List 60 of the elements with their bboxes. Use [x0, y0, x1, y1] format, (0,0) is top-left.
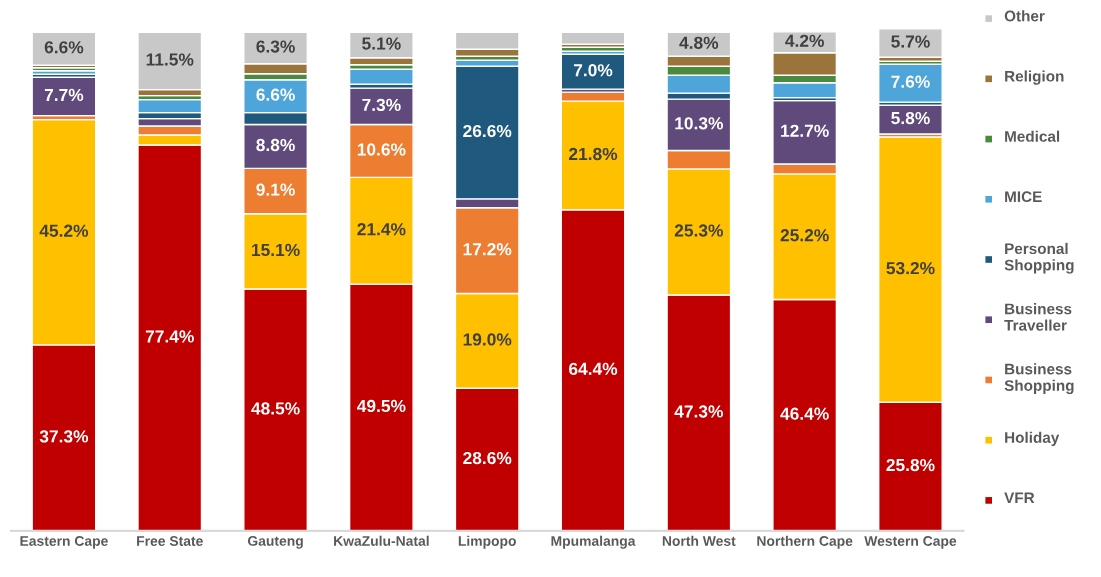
data-label: 53.2% [886, 261, 935, 275]
data-label: 6.3% [256, 40, 295, 53]
x-tick-label: Northern Cape [757, 535, 853, 549]
data-label: 4.2% [785, 34, 824, 47]
data-label: 5.8% [891, 111, 930, 125]
data-label: 49.5% [357, 399, 406, 413]
data-label: 26.6% [463, 124, 512, 138]
x-tick-label: Western Cape [864, 536, 957, 549]
data-label: 46.4% [780, 407, 829, 420]
data-label: 5.7% [891, 35, 930, 48]
legend-label: Business Shopping [1004, 363, 1074, 395]
data-label: 17.2% [463, 243, 512, 256]
data-label: 25.2% [780, 229, 829, 242]
data-label: 7.7% [44, 88, 84, 102]
data-label: 15.1% [252, 243, 300, 257]
data-label: 25.8% [886, 458, 935, 472]
data-label: 37.3% [39, 430, 89, 443]
bar [878, 63, 943, 103]
data-label: 47.3% [674, 405, 723, 418]
data-label: 45.2% [39, 224, 89, 237]
data-label: 25.3% [674, 224, 723, 237]
legend-label: Personal Shopping [1004, 242, 1074, 274]
legend-label: Business Traveller [1004, 303, 1072, 331]
data-label: 7.3% [362, 98, 401, 112]
x-tick-label: North West [662, 535, 736, 546]
data-label: 10.6% [357, 143, 406, 156]
legend-label: Religion [1005, 70, 1064, 85]
data-label: 48.5% [251, 402, 300, 415]
data-label: 12.7% [781, 124, 829, 137]
x-tick-label: Gauteng [247, 536, 303, 549]
data-label: 11.5% [146, 53, 194, 66]
data-label: 6.6% [256, 88, 295, 101]
data-label: 21.8% [569, 147, 618, 161]
data-label: 4.8% [679, 36, 719, 49]
x-tick-label: Limpopo [458, 535, 516, 549]
data-label: 28.6% [463, 451, 512, 465]
legend-label: MICE [1005, 191, 1042, 203]
bar [348, 68, 414, 85]
legend-label: Medical [1005, 130, 1060, 142]
x-tick-label: KwaZulu-Natal [334, 535, 429, 546]
bar [31, 31, 97, 66]
legend-label: VFR [1004, 492, 1035, 504]
data-label: 6.6% [44, 41, 84, 54]
data-label: 10.3% [675, 117, 723, 130]
x-tick-label: Eastern Cape [20, 536, 108, 549]
data-label: 64.4% [569, 362, 618, 375]
data-label: 9.1% [256, 183, 295, 196]
x-tick-label: Mpumalanga [551, 535, 636, 549]
data-label: 7.0% [573, 64, 613, 77]
legend-label: Other [1004, 10, 1045, 22]
data-label: 77.4% [145, 330, 194, 343]
bar [560, 31, 626, 45]
data-label: 8.8% [256, 138, 295, 152]
bar [878, 28, 943, 58]
data-label: 19.0% [463, 333, 512, 346]
data-label: 5.1% [362, 37, 401, 50]
data-label: 21.4% [357, 223, 406, 236]
x-tick-label: Free State [137, 536, 203, 546]
data-label: 7.6% [891, 75, 930, 88]
legend-label: Holiday [1005, 431, 1060, 446]
